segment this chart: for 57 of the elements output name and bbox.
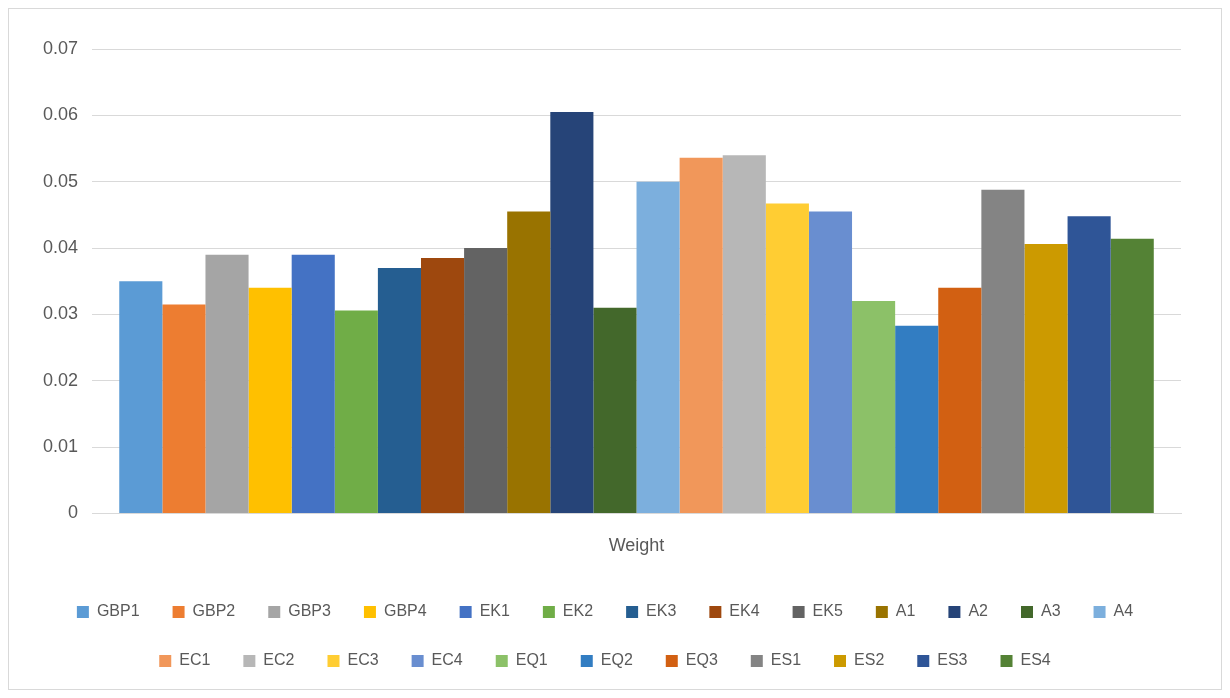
legend-label: A2	[968, 602, 989, 620]
bar	[1024, 244, 1068, 513]
legend-label: A3	[1040, 602, 1061, 620]
legend-label: GBP2	[192, 602, 236, 620]
y-tick-label: 0.02	[42, 369, 79, 390]
bar	[291, 254, 335, 513]
legend-label: EK3	[646, 602, 677, 620]
legend-label: EQ2	[600, 651, 633, 669]
y-tick-label: 0.05	[42, 170, 79, 191]
bar	[464, 248, 508, 513]
legend-label: EK1	[479, 602, 510, 620]
bar	[119, 281, 163, 513]
bar	[1110, 238, 1154, 513]
bar	[420, 257, 465, 513]
y-tick-label: 0.04	[42, 237, 79, 257]
bar	[852, 301, 896, 513]
legend-label: EC2	[263, 651, 295, 669]
legend-label: EK4	[729, 602, 760, 620]
legend-label: EC3	[347, 651, 379, 669]
bar	[334, 310, 378, 513]
bar	[248, 287, 292, 513]
bar	[679, 157, 723, 513]
bar	[895, 325, 939, 513]
legend-label: EQ1	[515, 651, 548, 669]
legend-label: EK5	[812, 602, 843, 620]
y-tick-label: 0.06	[42, 104, 79, 125]
legend-label: ES3	[937, 651, 968, 669]
bar	[162, 304, 206, 513]
x-tick-label: Weight	[608, 535, 665, 556]
bar	[981, 189, 1025, 513]
legend-label: A4	[1113, 602, 1134, 620]
bar	[765, 203, 809, 513]
bar	[550, 112, 594, 513]
bar	[938, 287, 982, 513]
bar	[205, 254, 249, 513]
bar	[593, 307, 637, 513]
legend-label: EC1	[179, 651, 211, 669]
legend-label: EC4	[431, 651, 463, 669]
legend-label: GBP1	[96, 602, 140, 620]
legend-label: GBP4	[383, 602, 427, 620]
y-tick-label: 0.03	[42, 303, 79, 324]
bar	[722, 155, 766, 513]
y-tick-label: 0.07	[42, 37, 79, 58]
bar	[808, 211, 853, 513]
legend-label: EQ3	[685, 651, 718, 669]
legend-label: ES1	[770, 651, 802, 669]
y-tick-label: 0	[68, 502, 79, 523]
legend-label: A1	[895, 602, 916, 620]
legend-label: GBP3	[288, 602, 332, 620]
bar	[1067, 216, 1111, 513]
bar	[377, 267, 421, 513]
y-tick-label: 0.01	[42, 436, 79, 457]
legend-label: EK2	[562, 602, 594, 620]
bar	[507, 211, 551, 513]
legend-label: ES2	[854, 651, 885, 669]
bar	[636, 181, 680, 513]
legend-label: ES4	[1020, 651, 1051, 669]
